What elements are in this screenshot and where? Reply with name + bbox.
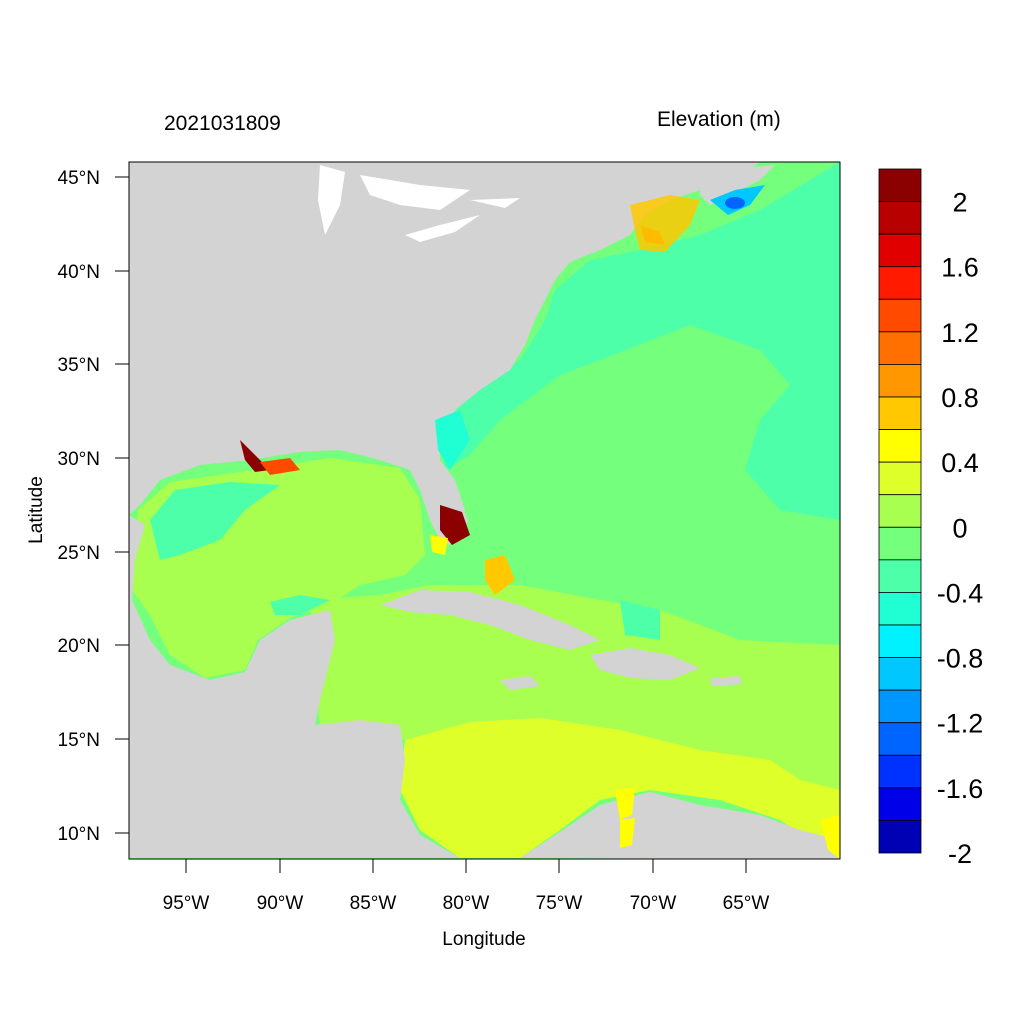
colorbar-label: -1.6 <box>937 774 984 804</box>
colorbar-swatch <box>878 233 922 268</box>
lat-tick-label: 30°N <box>58 449 100 470</box>
x-axis-title: Longitude <box>442 929 525 950</box>
colorbar-swatch <box>878 364 922 398</box>
land-cuba <box>380 590 600 650</box>
timestamp-label: 2021031809 <box>164 112 281 135</box>
colorbar-label: -0.8 <box>937 644 984 674</box>
gulf-of-maine-high <box>630 195 700 252</box>
colorbar-swatch <box>878 168 922 202</box>
colorbar <box>878 168 922 854</box>
lat-tick-label: 10°N <box>58 824 100 845</box>
colorbar-swatch <box>878 820 922 854</box>
colorbar-swatch <box>878 657 922 691</box>
lake-michigan <box>318 165 345 235</box>
orinoco-high <box>820 815 840 859</box>
lon-tick-label: 75°W <box>536 893 583 914</box>
lat-tick-label: 20°N <box>58 636 100 657</box>
bahamas-high <box>485 555 515 595</box>
land-hispaniola <box>590 648 700 680</box>
land-puerto-rico <box>710 676 742 686</box>
colorbar-label: 0.4 <box>941 448 979 478</box>
colorbar-swatch <box>878 787 922 821</box>
land-eastern-us <box>129 162 760 540</box>
colorbar-label: -1.2 <box>937 709 984 739</box>
colorbar-swatch <box>878 592 922 626</box>
southeast-us-coast <box>435 410 470 470</box>
lon-tick-label: 95°W <box>163 893 210 914</box>
colorbar-swatch <box>878 298 922 333</box>
nova-scotia-low-core <box>725 197 745 209</box>
land-nova-scotia <box>700 165 775 205</box>
colorbar-label: 1.2 <box>941 318 979 348</box>
lon-tick-label: 70°W <box>630 893 677 914</box>
lake-erie <box>405 215 480 242</box>
land-jamaica <box>500 676 540 690</box>
colorbar-swatch <box>878 559 922 593</box>
lake-huron <box>360 175 470 210</box>
map-field <box>129 162 840 859</box>
lat-tick-label: 35°N <box>58 355 100 376</box>
colorbar-label: 0 <box>952 513 967 543</box>
colorbar-label: 0.8 <box>941 383 979 413</box>
caribbean-north-band <box>620 600 660 640</box>
colorbar-swatch <box>878 396 922 430</box>
colorbar-swatch <box>878 754 922 789</box>
lat-tick-label: 15°N <box>58 730 100 751</box>
mississippi-surge <box>260 458 300 475</box>
gulf-west-shelf <box>150 482 280 560</box>
southern-caribbean <box>400 718 840 859</box>
lon-tick-label: 90°W <box>257 893 304 914</box>
florida-keys-high <box>430 535 448 555</box>
latitude-ticks: 45°N 40°N 35°N 30°N 25°N 20°N 15°N 10°N <box>58 168 129 845</box>
atlantic-shelf-region <box>440 162 840 520</box>
colorbar-swatch <box>878 266 922 300</box>
lon-tick-label: 85°W <box>350 893 397 914</box>
yucatan-shelf <box>270 595 330 615</box>
y-axis-title: Latitude <box>26 476 47 544</box>
colorbar-label: 2 <box>952 188 967 218</box>
longitude-ticks: 95°W 90°W 85°W 80°W 75°W 70°W 65°W <box>163 859 770 914</box>
colorbar-swatch <box>878 429 922 463</box>
colorbar-swatch <box>878 461 922 496</box>
plot-frame <box>128 161 841 860</box>
colorbar-label: -0.4 <box>937 578 984 608</box>
lon-tick-label: 65°W <box>723 893 770 914</box>
colorbar-swatch <box>878 201 922 235</box>
colorbar-swatch <box>878 689 922 724</box>
lon-tick-label: 80°W <box>443 893 490 914</box>
florida-surge <box>440 505 470 545</box>
land-south-america <box>520 792 840 859</box>
colorbar-swatch <box>878 494 922 528</box>
colorbar-swatch <box>878 722 922 756</box>
colorbar-label: 1.6 <box>941 253 979 283</box>
colorbar-swatch <box>878 624 922 658</box>
colorbar-swatch <box>878 526 922 561</box>
lat-tick-label: 25°N <box>58 543 100 564</box>
lake-ontario <box>470 198 520 208</box>
colorbar-labels: 2 1.6 1.2 0.8 0.4 0 -0.4 -0.8 -1.2 -1.6 -2 <box>937 188 984 869</box>
land-mexico-central-america <box>129 515 460 858</box>
field-title: Elevation (m) <box>657 108 781 131</box>
lat-tick-label: 45°N <box>58 168 100 189</box>
colorbar-label: -2 <box>948 839 972 869</box>
lat-tick-label: 40°N <box>58 262 100 283</box>
lake-maracaibo <box>620 818 635 848</box>
maracaibo-high <box>615 788 635 820</box>
caribbean-sea <box>310 585 840 800</box>
colorbar-swatch <box>878 331 922 365</box>
